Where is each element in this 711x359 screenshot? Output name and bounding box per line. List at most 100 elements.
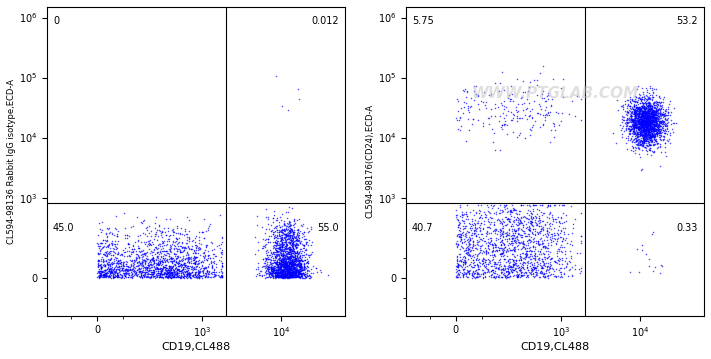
Point <box>538 271 550 277</box>
Point <box>294 269 305 275</box>
Point <box>489 248 501 254</box>
Point <box>280 257 292 263</box>
Point <box>186 270 198 275</box>
Point <box>513 246 524 252</box>
Point <box>278 258 289 264</box>
Point <box>169 229 180 235</box>
Point <box>283 272 294 278</box>
Point <box>638 117 650 123</box>
Point <box>525 210 537 216</box>
Point <box>508 264 519 269</box>
Point <box>97 258 109 264</box>
Point <box>291 270 302 276</box>
Point <box>646 94 657 100</box>
Point <box>636 126 647 131</box>
Point <box>648 125 660 130</box>
Point <box>636 118 647 124</box>
Point <box>256 273 267 279</box>
Point <box>272 262 284 268</box>
Point <box>134 258 145 264</box>
Point <box>638 112 650 118</box>
Point <box>294 260 306 265</box>
Point <box>648 111 659 116</box>
Point <box>523 260 534 266</box>
Point <box>278 274 289 280</box>
Point <box>508 267 520 272</box>
Point <box>112 272 124 278</box>
Point <box>180 274 191 280</box>
Point <box>463 107 474 113</box>
Point <box>508 115 519 120</box>
Point <box>141 225 153 230</box>
Point <box>168 273 179 279</box>
Point <box>641 125 653 131</box>
Point <box>517 243 528 249</box>
Point <box>639 115 651 121</box>
Point <box>654 127 665 132</box>
Point <box>113 265 124 270</box>
Point <box>649 109 661 115</box>
Point <box>289 267 301 273</box>
Point <box>154 271 166 277</box>
Point <box>656 119 667 125</box>
Point <box>295 262 306 267</box>
Point <box>269 235 280 241</box>
Point <box>301 267 313 272</box>
Y-axis label: CL594-98136 Rabbit IgG isotype,ECD-A: CL594-98136 Rabbit IgG isotype,ECD-A <box>7 79 16 244</box>
Point <box>276 268 287 274</box>
Point <box>198 265 209 271</box>
Point <box>173 260 185 266</box>
Point <box>515 269 527 275</box>
Point <box>100 272 111 278</box>
Point <box>638 119 650 125</box>
Point <box>173 257 184 263</box>
Point <box>146 256 157 262</box>
Point <box>503 271 514 276</box>
Point <box>637 117 648 122</box>
Point <box>520 215 532 221</box>
Point <box>282 270 294 275</box>
Point <box>161 271 173 277</box>
Point <box>459 247 471 252</box>
Point <box>639 119 651 125</box>
Point <box>130 248 141 254</box>
Point <box>530 241 541 246</box>
Point <box>505 259 516 265</box>
Point <box>533 248 544 254</box>
Point <box>149 233 161 239</box>
Point <box>648 117 659 122</box>
Point <box>496 228 507 234</box>
Point <box>192 254 203 260</box>
Point <box>454 231 466 237</box>
Point <box>649 117 661 123</box>
Point <box>524 227 535 233</box>
Point <box>486 113 497 119</box>
Point <box>287 242 299 248</box>
Point <box>536 95 547 101</box>
Point <box>282 262 294 268</box>
Point <box>500 222 511 228</box>
Point <box>638 135 650 140</box>
Point <box>295 261 306 267</box>
Point <box>523 254 534 260</box>
Point <box>642 118 653 124</box>
Point <box>278 272 289 278</box>
Point <box>103 250 114 255</box>
Point <box>649 116 661 122</box>
Point <box>649 99 661 105</box>
Point <box>508 267 520 273</box>
Point <box>491 265 502 271</box>
Point <box>272 273 283 279</box>
Point <box>112 274 123 280</box>
Point <box>533 232 544 237</box>
Point <box>107 241 118 247</box>
Point <box>638 137 649 143</box>
Point <box>643 133 654 139</box>
Point <box>287 270 299 276</box>
Point <box>164 248 176 254</box>
Point <box>135 261 146 266</box>
Point <box>193 260 205 265</box>
Point <box>279 251 290 257</box>
Point <box>555 214 567 220</box>
Point <box>285 261 296 267</box>
